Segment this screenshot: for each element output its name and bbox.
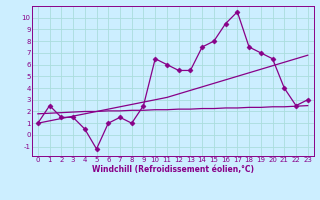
X-axis label: Windchill (Refroidissement éolien,°C): Windchill (Refroidissement éolien,°C) <box>92 165 254 174</box>
